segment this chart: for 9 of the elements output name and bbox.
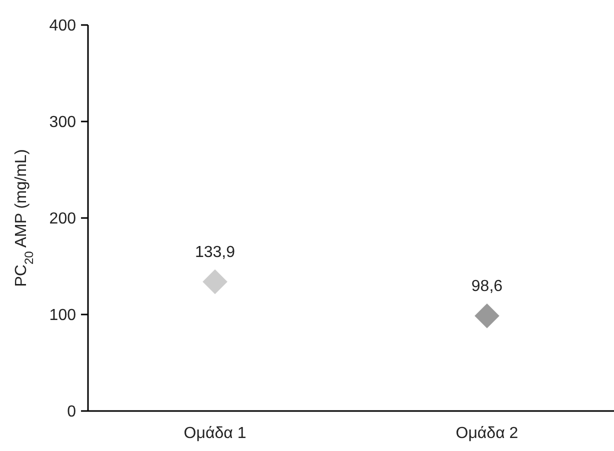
y-tick-label: 400 xyxy=(49,18,76,35)
x-tick-label: Ομάδα 2 xyxy=(456,425,518,442)
y-tick-label: 300 xyxy=(49,114,76,132)
x-tick-label: Ομάδα 1 xyxy=(184,425,246,442)
y-tick-label: 0 xyxy=(67,404,76,421)
data-label: 98,6 xyxy=(471,278,503,295)
y-tick-label: 100 xyxy=(49,307,76,324)
data-label: 133,9 xyxy=(194,244,236,261)
y-tick-label: 200 xyxy=(49,210,76,228)
